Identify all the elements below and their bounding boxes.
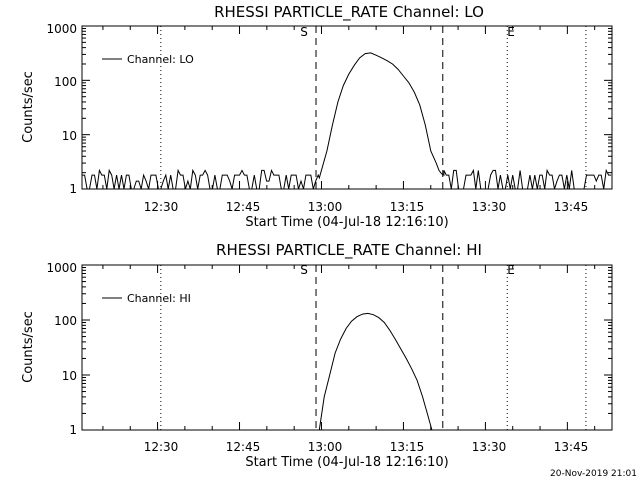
x-axis: 12:30 12:45 13:00 13:15 13:30 13:45 — [144, 440, 589, 454]
x-tick-label: 13:45 — [554, 440, 589, 454]
chart-title: RHESSI PARTICLE_RATE Channel: LO — [214, 3, 484, 22]
chart-title: RHESSI PARTICLE_RATE Channel: HI — [216, 241, 482, 260]
x-axis-label: Start Time (04-Jul-18 12:16:10) — [245, 215, 448, 230]
x-tick-label: 12:30 — [144, 200, 179, 214]
y-tick-label: 100 — [54, 75, 77, 89]
x-tick-label: 13:00 — [308, 440, 343, 454]
panel-lo: RHESSI PARTICLE_RATE Channel: LO 1 10 10… — [21, 3, 613, 230]
x-tick-label: 13:30 — [472, 200, 507, 214]
legend: Channel: HI — [102, 292, 191, 305]
y-tick-label: 10 — [62, 129, 77, 143]
plot-frame — [81, 264, 613, 431]
start-marker-label: S — [300, 263, 308, 277]
y-axis: 1 10 100 1000 — [46, 261, 77, 437]
series-line — [82, 52, 612, 190]
start-marker-label: S — [300, 25, 308, 39]
y-tick-label: 1000 — [46, 261, 77, 275]
y-axis: 1 10 100 1000 — [46, 22, 77, 196]
y-axis-label: Counts/sec — [21, 311, 36, 383]
series-line — [318, 312, 433, 431]
y-tick-label: 1 — [69, 182, 77, 196]
x-tick-label: 13:00 — [308, 200, 343, 214]
legend: Channel: LO — [102, 53, 194, 66]
y-tick-label: 10 — [62, 369, 77, 383]
x-axis: 12:30 12:45 13:00 13:15 13:30 13:45 — [144, 200, 589, 214]
timestamp: 20-Nov-2019 21:01 — [550, 469, 637, 479]
legend-label: Channel: HI — [127, 292, 191, 305]
panel-hi: RHESSI PARTICLE_RATE Channel: HI 1 10 10… — [21, 241, 613, 470]
x-tick-label: 12:30 — [144, 440, 179, 454]
x-tick-label: 12:45 — [226, 440, 261, 454]
x-tick-label: 13:45 — [554, 200, 589, 214]
end-marker-label: E — [507, 25, 515, 39]
x-tick-label: 12:45 — [226, 200, 261, 214]
y-tick-label: 1 — [69, 423, 77, 437]
x-tick-label: 13:30 — [472, 440, 507, 454]
plot-frame — [81, 25, 613, 190]
y-axis-label: Counts/sec — [21, 71, 36, 143]
y-tick-label: 100 — [54, 314, 77, 328]
x-axis-label: Start Time (04-Jul-18 12:16:10) — [245, 455, 448, 470]
x-tick-label: 13:15 — [390, 200, 425, 214]
x-tick-label: 13:15 — [390, 440, 425, 454]
y-tick-label: 1000 — [46, 22, 77, 36]
end-marker-label: E — [507, 263, 515, 277]
legend-label: Channel: LO — [127, 53, 194, 66]
